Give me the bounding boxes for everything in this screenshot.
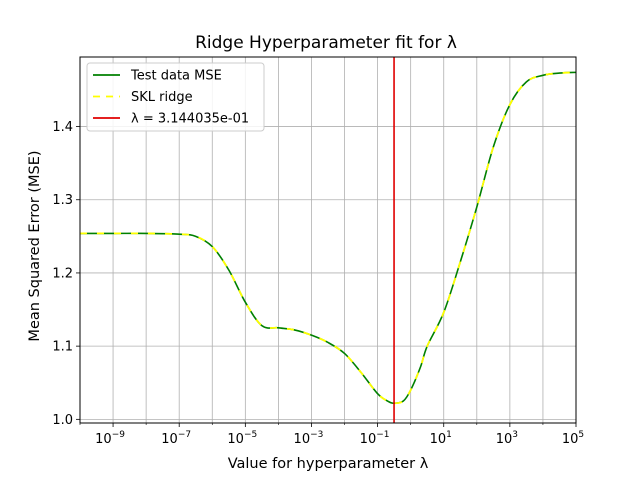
x-tick-label: 103 (496, 430, 518, 447)
x-tick-exponent: −1 (376, 430, 389, 440)
x-tick-base: 10 (430, 432, 447, 447)
x-tick-label: 10−5 (227, 430, 257, 447)
x-tick-label: 101 (430, 430, 452, 447)
x-tick-base: 10 (227, 432, 244, 447)
series-layer (80, 57, 577, 423)
x-tick-exponent: −9 (112, 430, 126, 440)
x-tick-exponent: −3 (310, 430, 323, 440)
y-tick-label: 1.0 (52, 413, 73, 428)
x-tick-label: 105 (562, 430, 584, 447)
x-tick-base: 10 (562, 432, 579, 447)
x-tick-label: 10−3 (294, 430, 324, 447)
legend-label: Test data MSE (130, 69, 222, 84)
x-tick-base: 10 (360, 432, 377, 447)
x-tick-base: 10 (95, 432, 112, 447)
x-tick-label: 10−9 (95, 430, 125, 447)
x-tick-base: 10 (496, 432, 513, 447)
series-test-mse-line (80, 71, 577, 405)
x-tick-base: 10 (294, 432, 311, 447)
x-tick-exponent: −5 (244, 430, 257, 440)
y-tick-label: 1.1 (52, 340, 73, 355)
x-tick-exponent: 3 (512, 430, 518, 440)
y-tick-label: 1.4 (52, 120, 73, 135)
x-tick-exponent: 1 (446, 430, 452, 440)
y-tick-label: 1.3 (52, 193, 73, 208)
x-tick-label: 10−7 (161, 430, 191, 447)
legend-label: SKL ridge (131, 90, 193, 105)
x-axis-label: Value for hyperparameter λ (228, 456, 429, 472)
y-tick-label: 1.2 (52, 266, 73, 281)
x-tick-exponent: −7 (178, 430, 191, 440)
x-tick-exponent: 5 (578, 430, 584, 440)
axis-ticks: 10−9 10−7 10−5 10−3 10−1 101 103 1051.01.11.21.… (52, 120, 584, 447)
y-axis-label: Mean Squared Error (MSE) (27, 150, 43, 341)
x-tick-label: 10−1 (360, 430, 390, 447)
legend: Test data MSE SKL ridge λ = 3.144035e-01 (86, 62, 265, 132)
chart-title: Ridge Hyperparameter fit for λ (195, 33, 457, 53)
legend-label: λ = 3.144035e-01 (131, 112, 249, 127)
legend-box (86, 62, 265, 132)
plot-frame (79, 56, 577, 424)
x-tick-base: 10 (161, 432, 178, 447)
